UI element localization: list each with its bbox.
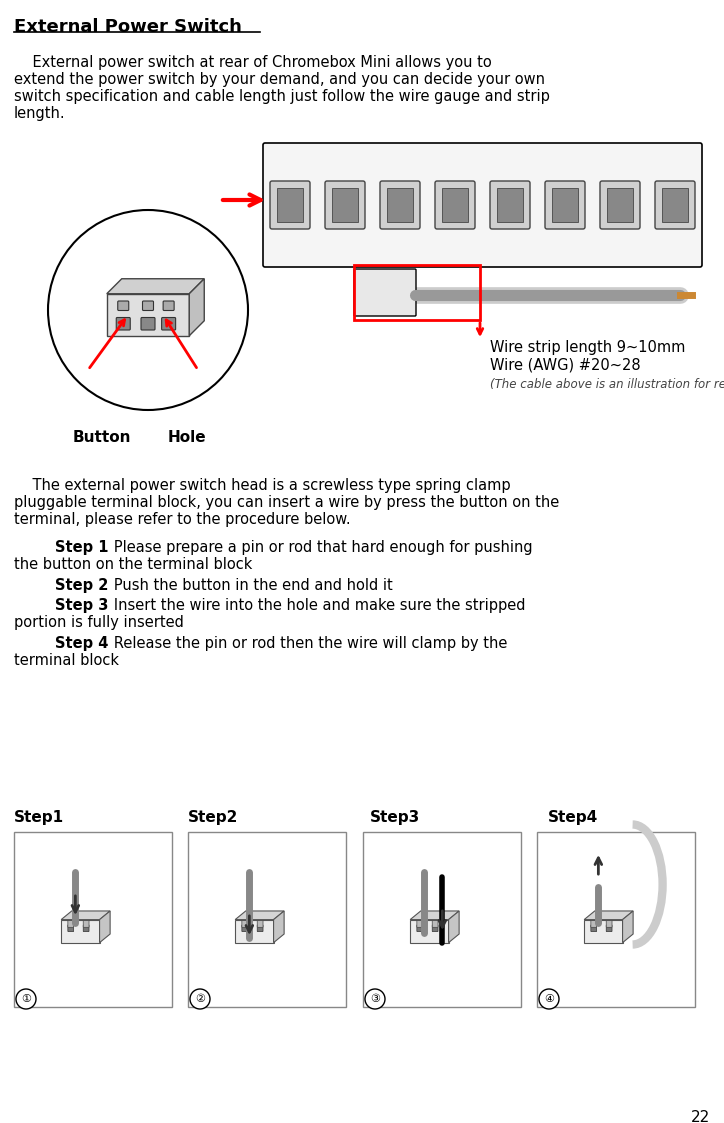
FancyBboxPatch shape xyxy=(163,301,174,310)
FancyBboxPatch shape xyxy=(552,188,578,222)
FancyBboxPatch shape xyxy=(143,301,153,310)
FancyBboxPatch shape xyxy=(537,832,695,1007)
Polygon shape xyxy=(584,911,633,920)
Polygon shape xyxy=(274,911,284,942)
FancyBboxPatch shape xyxy=(14,832,172,1007)
Text: extend the power switch by your demand, and you can decide your own: extend the power switch by your demand, … xyxy=(14,72,545,86)
FancyBboxPatch shape xyxy=(490,181,530,229)
Polygon shape xyxy=(449,911,459,942)
FancyBboxPatch shape xyxy=(68,921,74,928)
Circle shape xyxy=(365,989,385,1008)
FancyBboxPatch shape xyxy=(68,925,74,932)
FancyBboxPatch shape xyxy=(591,925,597,932)
FancyBboxPatch shape xyxy=(257,921,263,928)
Text: ④: ④ xyxy=(544,994,554,1004)
FancyBboxPatch shape xyxy=(606,921,612,928)
Text: Step3: Step3 xyxy=(370,810,420,825)
Polygon shape xyxy=(61,911,110,920)
FancyBboxPatch shape xyxy=(435,181,475,229)
FancyBboxPatch shape xyxy=(607,188,633,222)
Text: External Power Switch: External Power Switch xyxy=(14,18,242,36)
FancyBboxPatch shape xyxy=(83,925,89,932)
Text: The external power switch head is a screwless type spring clamp: The external power switch head is a scre… xyxy=(14,478,510,493)
Text: Release the pin or rod then the wire will clamp by the: Release the pin or rod then the wire wil… xyxy=(100,636,508,651)
Text: Insert the wire into the hole and make sure the stripped: Insert the wire into the hole and make s… xyxy=(100,599,526,613)
Polygon shape xyxy=(235,920,274,942)
FancyBboxPatch shape xyxy=(263,143,702,267)
Text: Wire (AWG) #20~28: Wire (AWG) #20~28 xyxy=(490,358,641,373)
FancyBboxPatch shape xyxy=(380,181,420,229)
Text: Step1: Step1 xyxy=(14,810,64,825)
FancyBboxPatch shape xyxy=(354,270,416,316)
Text: Hole: Hole xyxy=(168,430,206,445)
FancyBboxPatch shape xyxy=(600,181,640,229)
Text: ①: ① xyxy=(21,994,31,1004)
Circle shape xyxy=(16,989,36,1008)
Text: Button: Button xyxy=(73,430,132,445)
Text: (The cable above is an illustration for reference only): (The cable above is an illustration for … xyxy=(490,378,724,391)
FancyBboxPatch shape xyxy=(591,921,597,928)
FancyBboxPatch shape xyxy=(662,188,688,222)
Text: Wire strip length 9~10mm: Wire strip length 9~10mm xyxy=(490,340,686,355)
FancyBboxPatch shape xyxy=(242,925,248,932)
FancyBboxPatch shape xyxy=(277,188,303,222)
FancyBboxPatch shape xyxy=(83,921,89,928)
FancyBboxPatch shape xyxy=(141,318,155,330)
Polygon shape xyxy=(584,920,623,942)
Circle shape xyxy=(539,989,559,1008)
FancyBboxPatch shape xyxy=(325,181,365,229)
Text: Step 3: Step 3 xyxy=(55,599,109,613)
FancyBboxPatch shape xyxy=(161,318,176,330)
FancyBboxPatch shape xyxy=(387,188,413,222)
FancyBboxPatch shape xyxy=(432,921,438,928)
Text: Step 2: Step 2 xyxy=(55,578,109,593)
Text: terminal, please refer to the procedure below.: terminal, please refer to the procedure … xyxy=(14,512,350,527)
Polygon shape xyxy=(189,279,204,336)
FancyBboxPatch shape xyxy=(332,188,358,222)
Polygon shape xyxy=(100,911,110,942)
FancyBboxPatch shape xyxy=(118,301,129,310)
Polygon shape xyxy=(411,911,459,920)
FancyBboxPatch shape xyxy=(606,925,612,932)
FancyBboxPatch shape xyxy=(188,832,346,1007)
Text: the button on the terminal block: the button on the terminal block xyxy=(14,557,253,572)
Text: length.: length. xyxy=(14,106,66,121)
Text: terminal block: terminal block xyxy=(14,652,119,668)
Text: 22: 22 xyxy=(691,1110,710,1123)
FancyBboxPatch shape xyxy=(417,925,423,932)
FancyBboxPatch shape xyxy=(363,832,521,1007)
Text: Step 4: Step 4 xyxy=(55,636,109,651)
Text: ②: ② xyxy=(195,994,205,1004)
Polygon shape xyxy=(106,279,204,294)
Text: External power switch at rear of Chromebox Mini allows you to: External power switch at rear of Chromeb… xyxy=(14,55,492,70)
Text: pluggable terminal block, you can insert a wire by press the button on the: pluggable terminal block, you can insert… xyxy=(14,495,559,510)
Text: Push the button in the end and hold it: Push the button in the end and hold it xyxy=(100,578,392,593)
Text: portion is fully inserted: portion is fully inserted xyxy=(14,615,184,630)
Polygon shape xyxy=(106,294,189,336)
FancyBboxPatch shape xyxy=(655,181,695,229)
Text: switch specification and cable length just follow the wire gauge and strip: switch specification and cable length ju… xyxy=(14,89,550,104)
Text: ③: ③ xyxy=(370,994,380,1004)
FancyBboxPatch shape xyxy=(270,181,310,229)
FancyBboxPatch shape xyxy=(242,921,248,928)
FancyBboxPatch shape xyxy=(417,921,423,928)
Text: Step 1: Step 1 xyxy=(55,540,109,555)
Circle shape xyxy=(190,989,210,1008)
FancyBboxPatch shape xyxy=(257,925,263,932)
Text: Please prepare a pin or rod that hard enough for pushing: Please prepare a pin or rod that hard en… xyxy=(100,540,533,555)
Text: Step2: Step2 xyxy=(188,810,238,825)
Polygon shape xyxy=(623,911,633,942)
FancyBboxPatch shape xyxy=(117,318,130,330)
FancyBboxPatch shape xyxy=(497,188,523,222)
FancyBboxPatch shape xyxy=(442,188,468,222)
FancyBboxPatch shape xyxy=(545,181,585,229)
FancyBboxPatch shape xyxy=(432,925,438,932)
Polygon shape xyxy=(61,920,100,942)
Text: Step4: Step4 xyxy=(548,810,598,825)
Circle shape xyxy=(48,210,248,410)
Polygon shape xyxy=(235,911,284,920)
Polygon shape xyxy=(411,920,449,942)
